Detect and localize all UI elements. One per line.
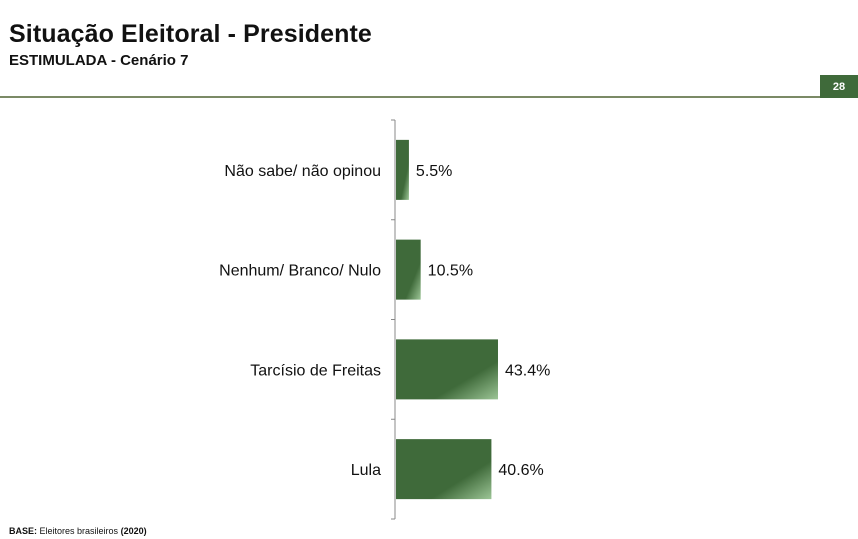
base-note-year: (2020)	[120, 526, 147, 536]
data-label: 40.6%	[498, 462, 543, 479]
page-number-badge: 28	[820, 75, 858, 98]
base-note-label: BASE:	[9, 526, 38, 536]
base-note: BASE: Eleitores brasileiros (2020)	[9, 526, 147, 536]
chart-bars-group	[396, 139, 498, 500]
data-label: 43.4%	[505, 362, 550, 379]
category-label: Não sabe/ não opinou	[224, 163, 381, 180]
header-divider	[0, 96, 820, 98]
data-label: 10.5%	[428, 263, 473, 280]
bar	[396, 439, 492, 500]
chart-axis-group	[391, 119, 396, 520]
page-title: Situação Eleitoral - Presidente	[9, 20, 372, 48]
bar	[396, 339, 498, 400]
category-label: Lula	[351, 462, 381, 479]
bar	[396, 239, 421, 300]
category-label: Tarcísio de Freitas	[250, 362, 381, 379]
page-subtitle: ESTIMULADA - Cenário 7	[9, 52, 189, 69]
chart-labels-group: Não sabe/ não opinou 5.5% Nenhum/ Branco/ …	[219, 163, 550, 479]
bar	[396, 139, 409, 200]
category-label: Nenhum/ Branco/ Nulo	[219, 263, 381, 280]
data-label: 5.5%	[416, 163, 452, 180]
base-note-text: Eleitores brasileiros	[39, 526, 119, 536]
